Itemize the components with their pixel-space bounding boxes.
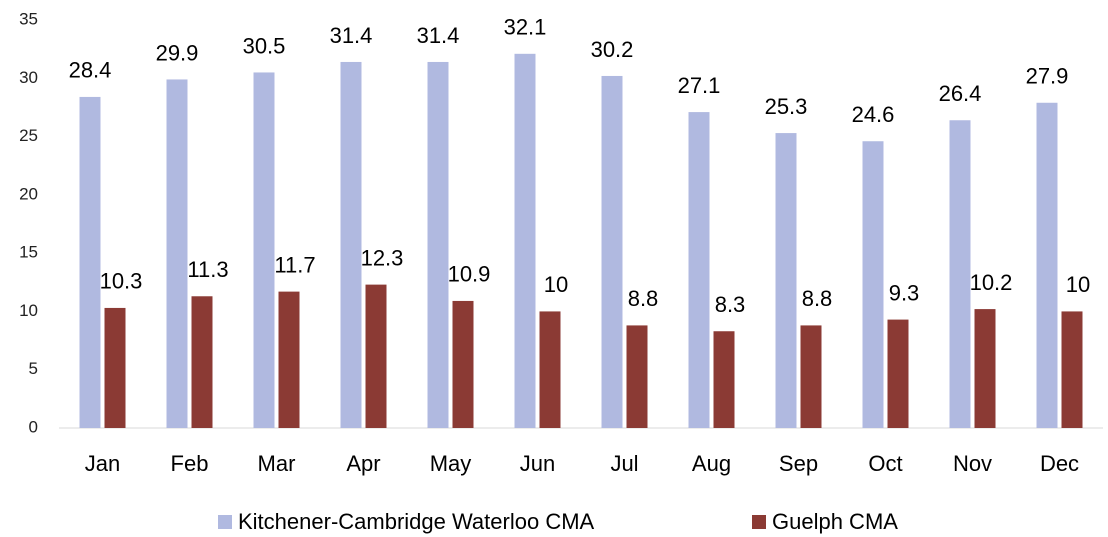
data-label: 12.3	[361, 245, 404, 270]
data-label: 10.3	[100, 269, 143, 294]
legend-swatch	[752, 515, 766, 529]
y-tick-label: 5	[29, 359, 38, 378]
data-label: 24.6	[852, 102, 895, 127]
bar	[539, 311, 561, 428]
x-tick-label: Feb	[171, 451, 209, 476]
data-label: 25.3	[765, 94, 808, 119]
bar	[427, 61, 449, 429]
bar	[278, 291, 300, 428]
legend-label: Kitchener-Cambridge Waterloo CMA	[238, 509, 595, 534]
data-label: 10	[544, 272, 568, 297]
data-label: 28.4	[69, 58, 112, 83]
bar	[601, 75, 623, 428]
data-label: 31.4	[330, 23, 373, 48]
bar	[887, 319, 909, 428]
y-tick-label: 30	[19, 68, 38, 87]
data-label: 9.3	[889, 280, 920, 305]
bar	[365, 284, 387, 428]
bar	[862, 141, 884, 428]
data-label: 10.9	[448, 262, 491, 287]
y-tick-label: 15	[19, 243, 38, 262]
x-tick-label: Jul	[610, 451, 638, 476]
bar	[1036, 102, 1058, 428]
bar	[79, 96, 101, 429]
x-tick-label: Oct	[868, 451, 902, 476]
bar	[949, 120, 971, 428]
x-tick-label: Dec	[1040, 451, 1079, 476]
data-label: 27.1	[678, 73, 721, 98]
x-tick-label: Jun	[520, 451, 555, 476]
y-tick-label: 25	[19, 126, 38, 145]
bar	[800, 325, 822, 428]
bar	[104, 307, 126, 428]
bar	[452, 300, 474, 428]
y-tick-label: 0	[29, 417, 38, 436]
bar	[974, 309, 996, 428]
legend-swatch	[218, 515, 232, 529]
bar	[713, 331, 735, 428]
x-tick-label: Mar	[258, 451, 296, 476]
data-label: 10	[1066, 272, 1090, 297]
y-tick-label: 10	[19, 301, 38, 320]
x-tick-label: Aug	[692, 451, 731, 476]
data-label: 26.4	[939, 81, 982, 106]
data-label: 11.3	[187, 257, 228, 282]
data-label: 11.7	[274, 252, 315, 277]
data-label: 30.2	[591, 37, 634, 62]
data-label: 29.9	[156, 40, 199, 65]
bar	[166, 79, 188, 429]
data-label: 31.4	[417, 23, 460, 48]
x-tick-label: Nov	[953, 451, 992, 476]
x-tick-label: May	[430, 451, 472, 476]
data-label: 32.1	[504, 15, 547, 40]
bar	[688, 112, 710, 428]
legend-label: Guelph CMA	[772, 509, 898, 534]
bar	[1061, 311, 1083, 428]
bar	[340, 61, 362, 429]
data-label: 8.3	[715, 292, 746, 317]
y-tick-label: 20	[19, 184, 38, 203]
data-label: 8.8	[802, 286, 833, 311]
data-label: 8.8	[628, 286, 659, 311]
data-label: 30.5	[243, 33, 286, 58]
y-tick-label: 35	[19, 9, 38, 28]
x-tick-label: Apr	[346, 451, 380, 476]
x-tick-label: Sep	[779, 451, 818, 476]
x-tick-label: Jan	[85, 451, 120, 476]
bar	[626, 325, 648, 428]
bar	[191, 296, 213, 428]
bar	[514, 53, 536, 428]
data-label: 27.9	[1026, 64, 1069, 89]
bar	[775, 133, 797, 428]
bar	[253, 72, 275, 428]
data-label: 10.2	[970, 270, 1013, 295]
